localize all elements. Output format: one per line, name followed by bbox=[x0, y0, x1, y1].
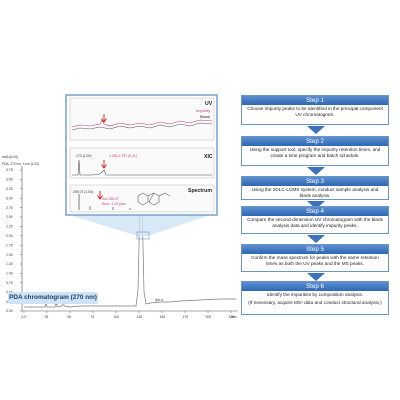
y-tick-label: 1.75 bbox=[6, 243, 13, 247]
x-ticks: 0.0 25 50 75 100 125 150 175 200 225 bbox=[22, 311, 235, 319]
x-tick-label: 150 bbox=[160, 315, 166, 319]
y-tick-label: 1.25 bbox=[6, 262, 13, 266]
x-tick-label: 225 bbox=[229, 315, 235, 319]
x-tick-label: 50 bbox=[68, 315, 72, 319]
x-tick-label: 200 bbox=[206, 315, 212, 319]
xic-panel: XIC 170 (1.00) 1.250-1.757 (0.21) bbox=[69, 147, 215, 179]
molecule-structure-icon bbox=[137, 192, 171, 206]
step-6-title: Step 6 bbox=[242, 282, 388, 291]
zoom-callout bbox=[66, 214, 213, 236]
y-tick-label: 3.00 bbox=[6, 196, 13, 200]
step-arrow-icon bbox=[307, 126, 325, 134]
spectrum-peak-label-b: m/z 255.07 bbox=[102, 197, 119, 201]
uv-legend-impurity: Impurity bbox=[196, 108, 210, 113]
step-3-body: Using the 2DLC-LCMS system, conduct samp… bbox=[251, 187, 379, 199]
y-tick-label: 0.75 bbox=[6, 281, 13, 285]
y-tick-label: 3.25 bbox=[6, 187, 13, 191]
peak-label-ipk4: Ipk-4 bbox=[155, 298, 163, 302]
x-tick-label: 175 bbox=[183, 315, 189, 319]
spectrum-peak-label-a: 255.07 (1.00) bbox=[73, 190, 93, 194]
uv-title: UV bbox=[205, 101, 213, 107]
step-4: Step 4 Compare the second-dimension UV ch… bbox=[241, 206, 389, 234]
uv-marker-arrow bbox=[101, 114, 107, 123]
step-arrow-icon bbox=[307, 235, 325, 243]
step-6-body: Identify the impurities by composition a… bbox=[266, 292, 364, 297]
step-4-body: Compare the second-dimension UV chromato… bbox=[247, 217, 383, 229]
step-2-title: Step 2 bbox=[242, 137, 388, 146]
x-tick-label: 125 bbox=[137, 315, 143, 319]
pda-chromatogram-badge: PDA chromatogram (270 nm) bbox=[8, 292, 98, 304]
step-1: Step 1 Choose impurity peaks to be identi… bbox=[241, 95, 389, 125]
uv-trace-impurity bbox=[71, 119, 213, 128]
y-tick-label: 3.75 bbox=[6, 168, 13, 172]
step-5: Step 5 Confirm the mass spectrum for peak… bbox=[241, 244, 389, 272]
step-arrow-icon bbox=[307, 201, 325, 209]
step-3: Step 3 Using the 2DLC-LCMS system, conduc… bbox=[241, 176, 389, 200]
step-5-title: Step 5 bbox=[242, 245, 388, 254]
xic-title: XIC bbox=[204, 154, 213, 160]
xic-marker-arrow bbox=[101, 160, 107, 169]
spectrum-peak-label-c: Error: 1.24 ppm bbox=[102, 202, 126, 206]
xic-peak-label-b: 1.250-1.757 (0.21) bbox=[109, 154, 137, 158]
uv-trace-blank bbox=[71, 122, 213, 131]
zoom-region bbox=[136, 231, 150, 240]
y-unit-label: mAU(x10) bbox=[2, 155, 18, 159]
y-tick-label: 1.50 bbox=[6, 253, 13, 257]
uv-legend-blank: Blank bbox=[200, 114, 210, 119]
step-1-title: Step 1 bbox=[242, 96, 388, 105]
spectrum-bars bbox=[78, 194, 131, 210]
step-2-body: Using the support tool, specify the impu… bbox=[249, 147, 381, 159]
xic-trace bbox=[72, 159, 212, 176]
y-tick-label: 1.00 bbox=[6, 272, 13, 276]
y-channel-label: PDA, 270 nm, 4 nm (1.00) bbox=[2, 162, 39, 166]
step-4-title: Step 4 bbox=[242, 207, 388, 216]
x-unit-label: min bbox=[231, 315, 237, 319]
xic-peak-label-a: 170 (1.00) bbox=[76, 154, 91, 158]
y-tick-label: 2.50 bbox=[6, 215, 13, 219]
spectrum-panel: Spectrum 255.07 (1.00) m/z 255.07 Error:… bbox=[69, 184, 215, 213]
spectrum-marker-arrow bbox=[97, 191, 103, 200]
y-tick-label: 3.50 bbox=[6, 178, 13, 182]
step-3-title: Step 3 bbox=[242, 177, 388, 186]
y-tick-label: 2.25 bbox=[6, 225, 13, 229]
y-tick-label: 2.00 bbox=[6, 234, 13, 238]
pda-trace bbox=[24, 169, 236, 308]
uv-panel: UV Impurity Blank bbox=[69, 97, 215, 141]
step-arrow-icon bbox=[307, 273, 325, 281]
step-arrow-icon bbox=[307, 167, 325, 175]
x-tick-label: 0.0 bbox=[22, 315, 27, 319]
y-tick-label: 0.00 bbox=[6, 309, 13, 313]
x-tick-label: 100 bbox=[114, 315, 120, 319]
inset-panel: UV Impurity Blank XIC 170 (1.00) 1.250-1… bbox=[65, 94, 218, 216]
step-5-body: Confirm the mass spectrum for peaks with… bbox=[251, 255, 379, 267]
x-tick-label: 75 bbox=[91, 315, 95, 319]
step-6: Step 6 Identify the impurities by composi… bbox=[241, 281, 389, 315]
spectrum-title: Spectrum bbox=[188, 188, 212, 194]
step-2: Step 2 Using the support tool, specify th… bbox=[241, 136, 389, 166]
step-6-note: (If necessary, acquire MSⁿ data and cond… bbox=[248, 300, 382, 306]
x-tick-label: 25 bbox=[45, 315, 49, 319]
y-tick-label: 2.75 bbox=[6, 206, 13, 210]
step-1-body: Choose impurity peaks to be identified i… bbox=[247, 106, 383, 118]
